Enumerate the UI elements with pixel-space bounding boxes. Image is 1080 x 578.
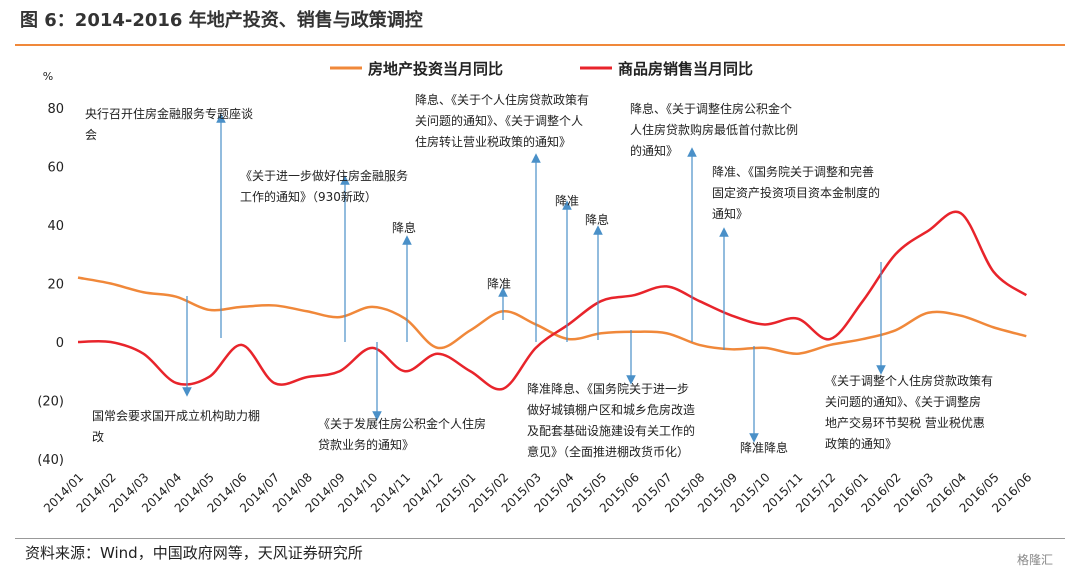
annotation-text: 会 bbox=[85, 128, 97, 142]
annotation-text: 降准 bbox=[555, 194, 579, 208]
annotation-text: 降准降息、《国务院关于进一步 bbox=[527, 381, 689, 396]
annotation-text: 住房转让营业税政策的通知》 bbox=[415, 134, 571, 149]
chart-title: 图 6：2014-2016 年地产投资、销售与政策调控 bbox=[20, 9, 423, 31]
legend-label: 商品房销售当月同比 bbox=[618, 60, 753, 78]
y-tick-label: (20) bbox=[37, 395, 64, 410]
y-unit: % bbox=[43, 70, 53, 83]
annotation-text: 贷款业务的通知》 bbox=[318, 437, 414, 452]
series-line bbox=[77, 276, 1027, 355]
source-rule bbox=[15, 538, 1065, 539]
annotation-text: 降息 bbox=[392, 220, 416, 235]
annotation-text: 的通知》 bbox=[630, 143, 678, 158]
y-tick-label: 80 bbox=[47, 102, 64, 117]
annotation-text: 《关于调整个人住房贷款政策有 bbox=[825, 373, 993, 388]
annotation-text: 关问题的通知》、《关于调整个人 bbox=[415, 113, 583, 128]
annotation-text: 降息 bbox=[585, 212, 609, 227]
annotation-text: 关问题的通知》、《关于调整房 bbox=[825, 394, 981, 409]
annotation-text: 做好城镇棚户区和城乡危房改造 bbox=[527, 402, 695, 417]
annotation-text: 国常会要求国开成立机构助力棚 bbox=[92, 408, 260, 423]
title-rule bbox=[15, 44, 1065, 46]
y-tick-label: 60 bbox=[47, 161, 64, 176]
annotation-text: 意见》（全面推进棚改货币化） bbox=[527, 444, 689, 459]
annotation-text: 政策的通知》 bbox=[825, 436, 897, 451]
annotation-text: 降准、《国务院关于调整和完善 bbox=[712, 164, 874, 179]
series-line bbox=[77, 210, 1028, 391]
annotation-text: 固定资产投资项目资本金制度的 bbox=[712, 185, 880, 200]
y-tick-label: 40 bbox=[47, 219, 64, 234]
annotation-text: 改 bbox=[92, 430, 104, 444]
y-tick-label: 0 bbox=[56, 336, 64, 351]
annotation-text: 人住房贷款购房最低首付款比例 bbox=[630, 122, 798, 137]
annotation-text: 工作的通知》（930新政） bbox=[240, 189, 377, 204]
annotation-text: 降息、《关于调整住房公积金个 bbox=[630, 101, 792, 116]
annotation-text: 央行召开住房金融服务专题座谈 bbox=[85, 106, 253, 121]
source: 资料来源：Wind，中国政府网等，天风证券研究所 bbox=[25, 544, 363, 562]
annotation-text: 《关于发展住房公积金个人住房 bbox=[318, 416, 486, 431]
annotation-text: 通知》 bbox=[712, 207, 748, 221]
annotation-text: 及配套基础设施建设有关工作的 bbox=[527, 423, 695, 438]
watermark: 格隆汇 bbox=[1017, 552, 1053, 567]
annotation-text: 降准降息 bbox=[740, 440, 788, 455]
y-tick-label: 20 bbox=[47, 278, 64, 293]
legend-label: 房地产投资当月同比 bbox=[368, 60, 503, 78]
annotation-text: 地产交易环节契税 营业税优惠 bbox=[825, 415, 985, 430]
annotation-text: 《关于进一步做好住房金融服务 bbox=[240, 168, 408, 183]
annotation-text: 降准 bbox=[487, 277, 511, 291]
y-tick-label: (40) bbox=[37, 453, 64, 468]
annotation-text: 降息、《关于个人住房贷款政策有 bbox=[415, 92, 589, 107]
